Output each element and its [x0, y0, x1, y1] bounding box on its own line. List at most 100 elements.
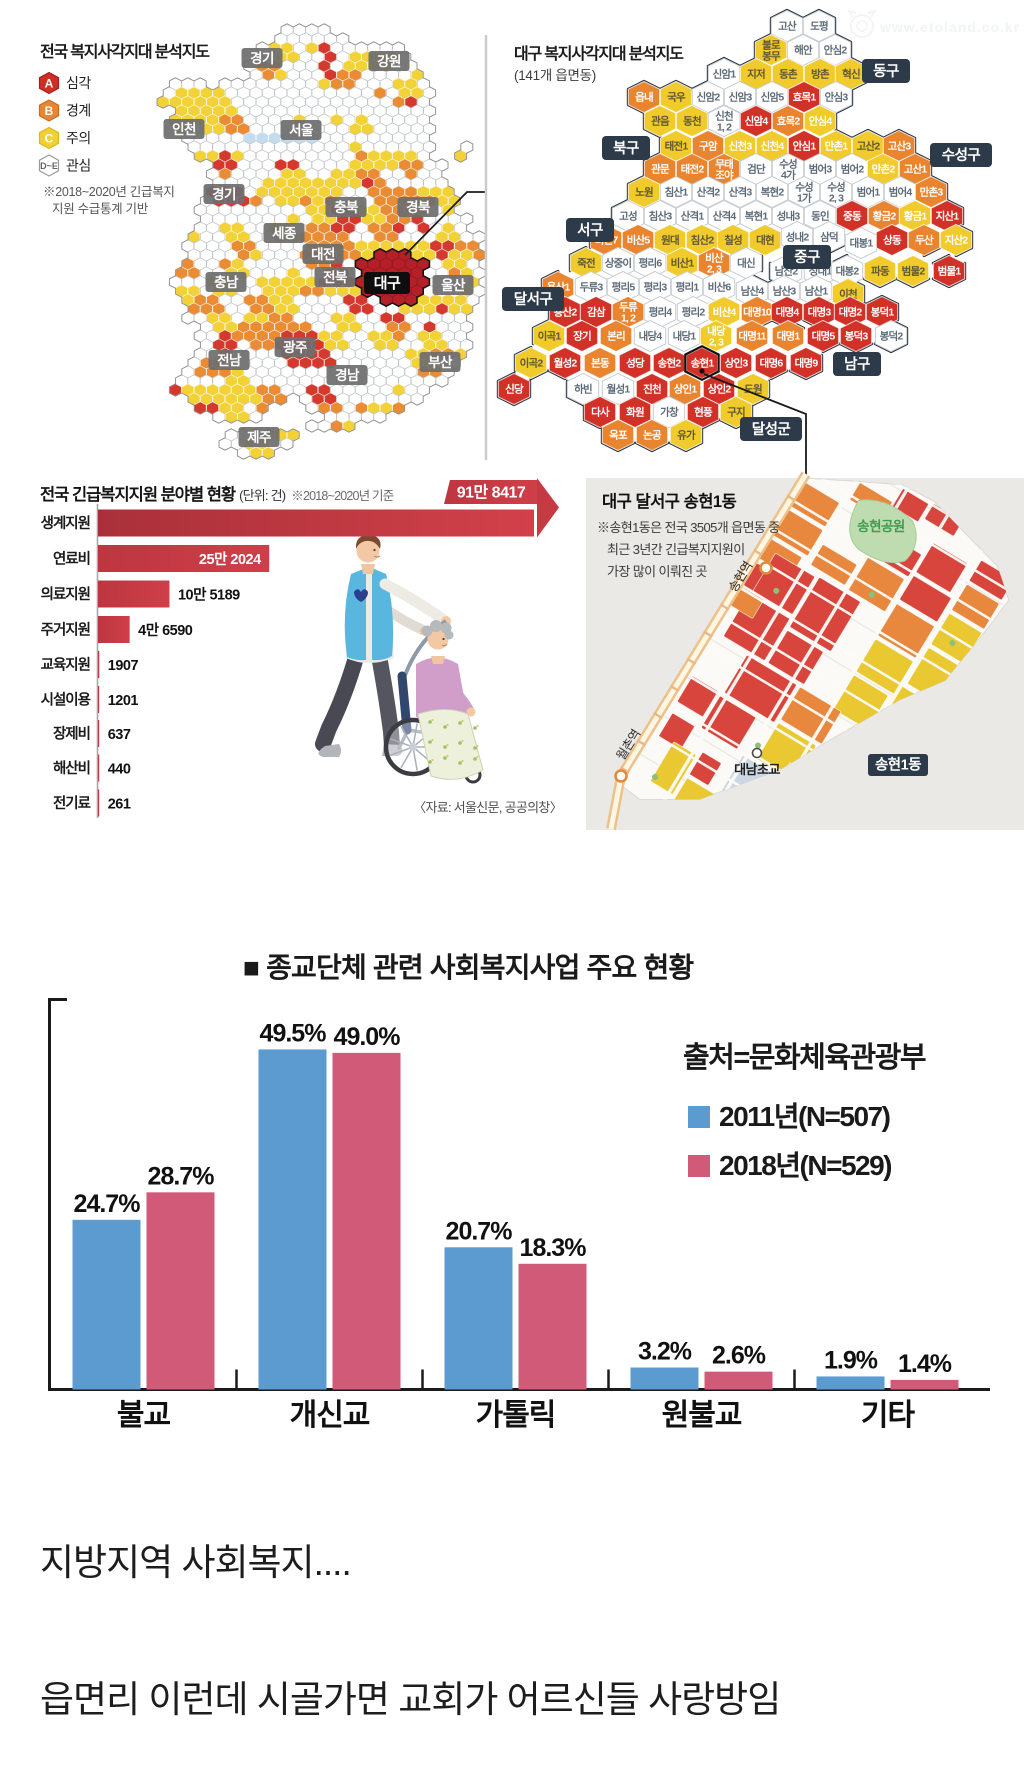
- daegu-hex-label: 봉무: [762, 51, 781, 63]
- daegu-hex-옥포: [601, 418, 635, 452]
- daegu-hex-두산: [907, 223, 941, 257]
- road-tick: [753, 548, 763, 557]
- daegu-hex-대명11: [735, 319, 769, 353]
- woman-eye: [442, 637, 445, 641]
- district-box-label: 달성군: [752, 420, 791, 438]
- daegu-hex-label: 신암4: [745, 115, 769, 128]
- road-tick: [719, 603, 730, 611]
- religion-bar-불교-2018년(N=529): [146, 1192, 215, 1390]
- legend-grade-letter: C: [45, 132, 54, 146]
- religion-category-불교: 불교: [117, 1399, 171, 1432]
- daegu-hex-월성2: [548, 346, 582, 380]
- religion-bar-개신교-2018년(N=529): [332, 1052, 401, 1390]
- daegu-hex-label: 산격1: [681, 210, 705, 223]
- region-label-강원: 강원: [377, 53, 401, 69]
- daegu-hex-label: 비산4: [713, 306, 737, 319]
- daegu-hex-label: 대명1: [777, 330, 801, 343]
- daegu-hex-label: 만촌2: [872, 163, 896, 176]
- daegu-hex-신천1, 2: [707, 104, 741, 138]
- daegu-hex-label: 대명11: [738, 330, 766, 343]
- religion-bar-가톨릭-2011년(N=507): [444, 1247, 513, 1390]
- support-value-1: 25만 2024: [199, 551, 261, 568]
- daegu-hex-label: 다사: [591, 406, 610, 419]
- street-overlay-h: [762, 521, 988, 658]
- daegu-hex-label: 진천: [643, 383, 661, 396]
- support-chart-period: ※2018~2020년 기준: [291, 489, 394, 503]
- daegu-hex-label: 남산1: [805, 285, 829, 298]
- daegu-hex-label: 산격4: [713, 210, 737, 223]
- daegu-hex-논공: [635, 418, 669, 452]
- daegu-hex-label: 동천: [683, 115, 701, 128]
- blanket-flower-2: [476, 755, 479, 759]
- blanket-flower-2: [476, 744, 479, 748]
- district-box-수성구: [930, 143, 992, 167]
- daegu-hex-label: 상중이: [605, 257, 632, 270]
- blanket-flower: [428, 720, 432, 724]
- daegu-hex-label: 수성: [795, 181, 813, 194]
- region-label-서울: 서울: [289, 122, 313, 138]
- daegu-hex-label: 대명2: [839, 306, 863, 319]
- district-box-동구: [862, 59, 910, 83]
- man-arm-front: [379, 578, 450, 626]
- daegu-hex-label: 고산1: [904, 163, 928, 176]
- blanket-flower: [428, 760, 432, 764]
- daegu-hex-label: 2, 3: [709, 337, 724, 349]
- support-cat-label-6: 장제비: [53, 725, 90, 743]
- man-leg-back: [315, 646, 365, 752]
- religion-value-label: 18.3%: [520, 1234, 587, 1262]
- daegu-pointer-line: [404, 191, 485, 256]
- daegu-hex-label: 대명10: [743, 306, 772, 319]
- daegu-hex-label: 남산3: [773, 285, 797, 298]
- daegu-hex-침산1: [659, 175, 693, 209]
- daegu-hex-label: 신천: [715, 110, 733, 123]
- district-box-label: 동구: [873, 63, 899, 80]
- daegu-hex-label: 장기: [573, 330, 591, 343]
- legend-label: 주의: [66, 130, 91, 146]
- region-label-부산: 부산: [428, 354, 453, 370]
- daegu-hex-월성1: [601, 372, 635, 406]
- blanket-flower-2: [446, 754, 449, 758]
- blanket-flower-2: [431, 758, 434, 762]
- region-label-경북: 경북: [406, 199, 430, 215]
- daegu-hex-label: 신암3: [729, 91, 753, 104]
- daegu-hex-범물1: [932, 254, 966, 288]
- support-bar-6: [98, 720, 100, 747]
- station-송현역: [759, 561, 773, 575]
- daegu-hex-label: 내당4: [639, 330, 663, 343]
- region-label-box-대전: [302, 244, 344, 264]
- district-box-중구: [783, 245, 831, 269]
- daegu-hex-label: 비산6: [708, 281, 732, 294]
- blanket-flower-2: [461, 719, 464, 723]
- daegu-hex-label: 옥포: [609, 430, 628, 442]
- region-label-제주: 제주: [247, 430, 271, 445]
- daegu-hex-label: 평리2: [682, 306, 706, 319]
- daegu-hex-도평: [802, 9, 836, 43]
- daegu-hex-이곡2: [514, 346, 548, 380]
- daegu-hex-label: 두류: [619, 302, 638, 314]
- daegu-hex-장기: [565, 319, 599, 353]
- support-value-8: 261: [108, 797, 131, 813]
- daegu-hex-label: 수성: [827, 181, 845, 194]
- daegu-hex-label: 성당: [626, 357, 645, 370]
- region-label-전북: 전북: [323, 269, 347, 285]
- support-cat-label-2: 의료지원: [41, 585, 91, 603]
- daegu-hex-label: 1, 2: [717, 122, 732, 134]
- daegu-hex-label: 태전1: [665, 140, 689, 153]
- daegu-hex-label: 무태: [715, 158, 733, 171]
- daegu-hex-내당4: [633, 319, 667, 353]
- daegu-hex-label: 고산2: [857, 140, 881, 153]
- woman-neck: [431, 656, 445, 664]
- region-label-box-대구: [364, 272, 410, 294]
- daegu-hex-하빈: [566, 372, 600, 406]
- man-neck: [361, 564, 375, 574]
- daegu-hex-label: 상인1: [674, 383, 698, 396]
- daegu-hex-label: 범물1: [938, 265, 962, 278]
- daegu-hex-label: 월성1: [607, 383, 631, 396]
- region-label-box-충남: [205, 272, 247, 292]
- legend-grade-letter: A: [45, 77, 54, 91]
- daegu-hex-label: 침산1: [665, 186, 689, 199]
- support-bar-1: [98, 545, 270, 572]
- daegu-hex-label: 본리: [607, 330, 625, 343]
- daegu-hex-label: 칠성: [724, 234, 742, 247]
